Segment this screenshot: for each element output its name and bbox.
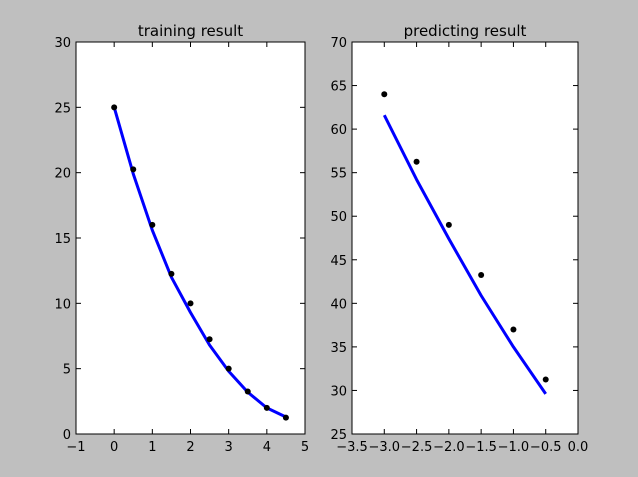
y-tick-label: 55 xyxy=(330,167,347,182)
y-tick-label: 25 xyxy=(54,101,71,116)
y-tick-label: 65 xyxy=(330,80,347,95)
y-tick-label: 15 xyxy=(54,232,71,247)
y-tick-label: 10 xyxy=(54,297,71,312)
data-point xyxy=(130,166,137,173)
y-tick-label: 50 xyxy=(330,210,347,225)
plot-area xyxy=(351,41,579,435)
data-point xyxy=(206,336,213,343)
x-tick-label: −2.5 xyxy=(401,440,433,455)
data-point xyxy=(381,91,388,98)
y-tick-label: 30 xyxy=(330,384,347,399)
y-tick-label: 20 xyxy=(54,167,71,182)
x-tick-label: −1 xyxy=(66,440,85,455)
data-point xyxy=(542,376,549,383)
x-tick-label: 1 xyxy=(148,440,156,455)
y-tick-label: 45 xyxy=(330,254,347,269)
chart-title: training result xyxy=(138,22,243,40)
x-tick-label: −1.5 xyxy=(465,440,497,455)
data-point xyxy=(510,326,517,333)
plot-area xyxy=(75,41,306,435)
data-point xyxy=(168,270,175,277)
y-tick-label: 35 xyxy=(330,341,347,356)
y-tick-label: 25 xyxy=(330,428,347,443)
data-point xyxy=(187,300,194,307)
fit-line xyxy=(112,106,287,419)
y-tick-label: 60 xyxy=(330,123,347,138)
data-point xyxy=(111,104,118,111)
x-tick-label: −3.0 xyxy=(368,440,400,455)
data-point xyxy=(413,158,420,165)
y-tick-label: 0 xyxy=(63,428,71,443)
x-tick-label: 0 xyxy=(110,440,118,455)
data-point xyxy=(244,388,251,395)
x-tick-label: 5 xyxy=(301,440,309,455)
x-tick-label: −0.5 xyxy=(530,440,562,455)
y-tick-label: 5 xyxy=(63,363,71,378)
data-point xyxy=(478,272,485,279)
chart-title: predicting result xyxy=(404,22,527,40)
y-tick-label: 40 xyxy=(330,297,347,312)
y-tick-label: 30 xyxy=(54,36,71,51)
y-tick-label: 70 xyxy=(330,36,347,51)
fit-line xyxy=(382,114,547,395)
x-tick-label: −3.5 xyxy=(336,440,368,455)
data-point xyxy=(225,365,232,372)
x-tick-label: 2 xyxy=(186,440,194,455)
x-tick-label: −2.0 xyxy=(433,440,465,455)
data-point xyxy=(263,404,270,411)
data-point xyxy=(445,221,452,228)
data-point xyxy=(149,221,156,228)
x-tick-label: 3 xyxy=(225,440,233,455)
x-tick-label: 0.0 xyxy=(568,440,589,455)
x-tick-label: −1.0 xyxy=(498,440,530,455)
data-point xyxy=(282,414,289,421)
x-tick-label: 4 xyxy=(263,440,271,455)
chart-2: predicting result −3.5 −3.0 −2.5 −2.0 −1.5 −1.… xyxy=(330,22,588,455)
